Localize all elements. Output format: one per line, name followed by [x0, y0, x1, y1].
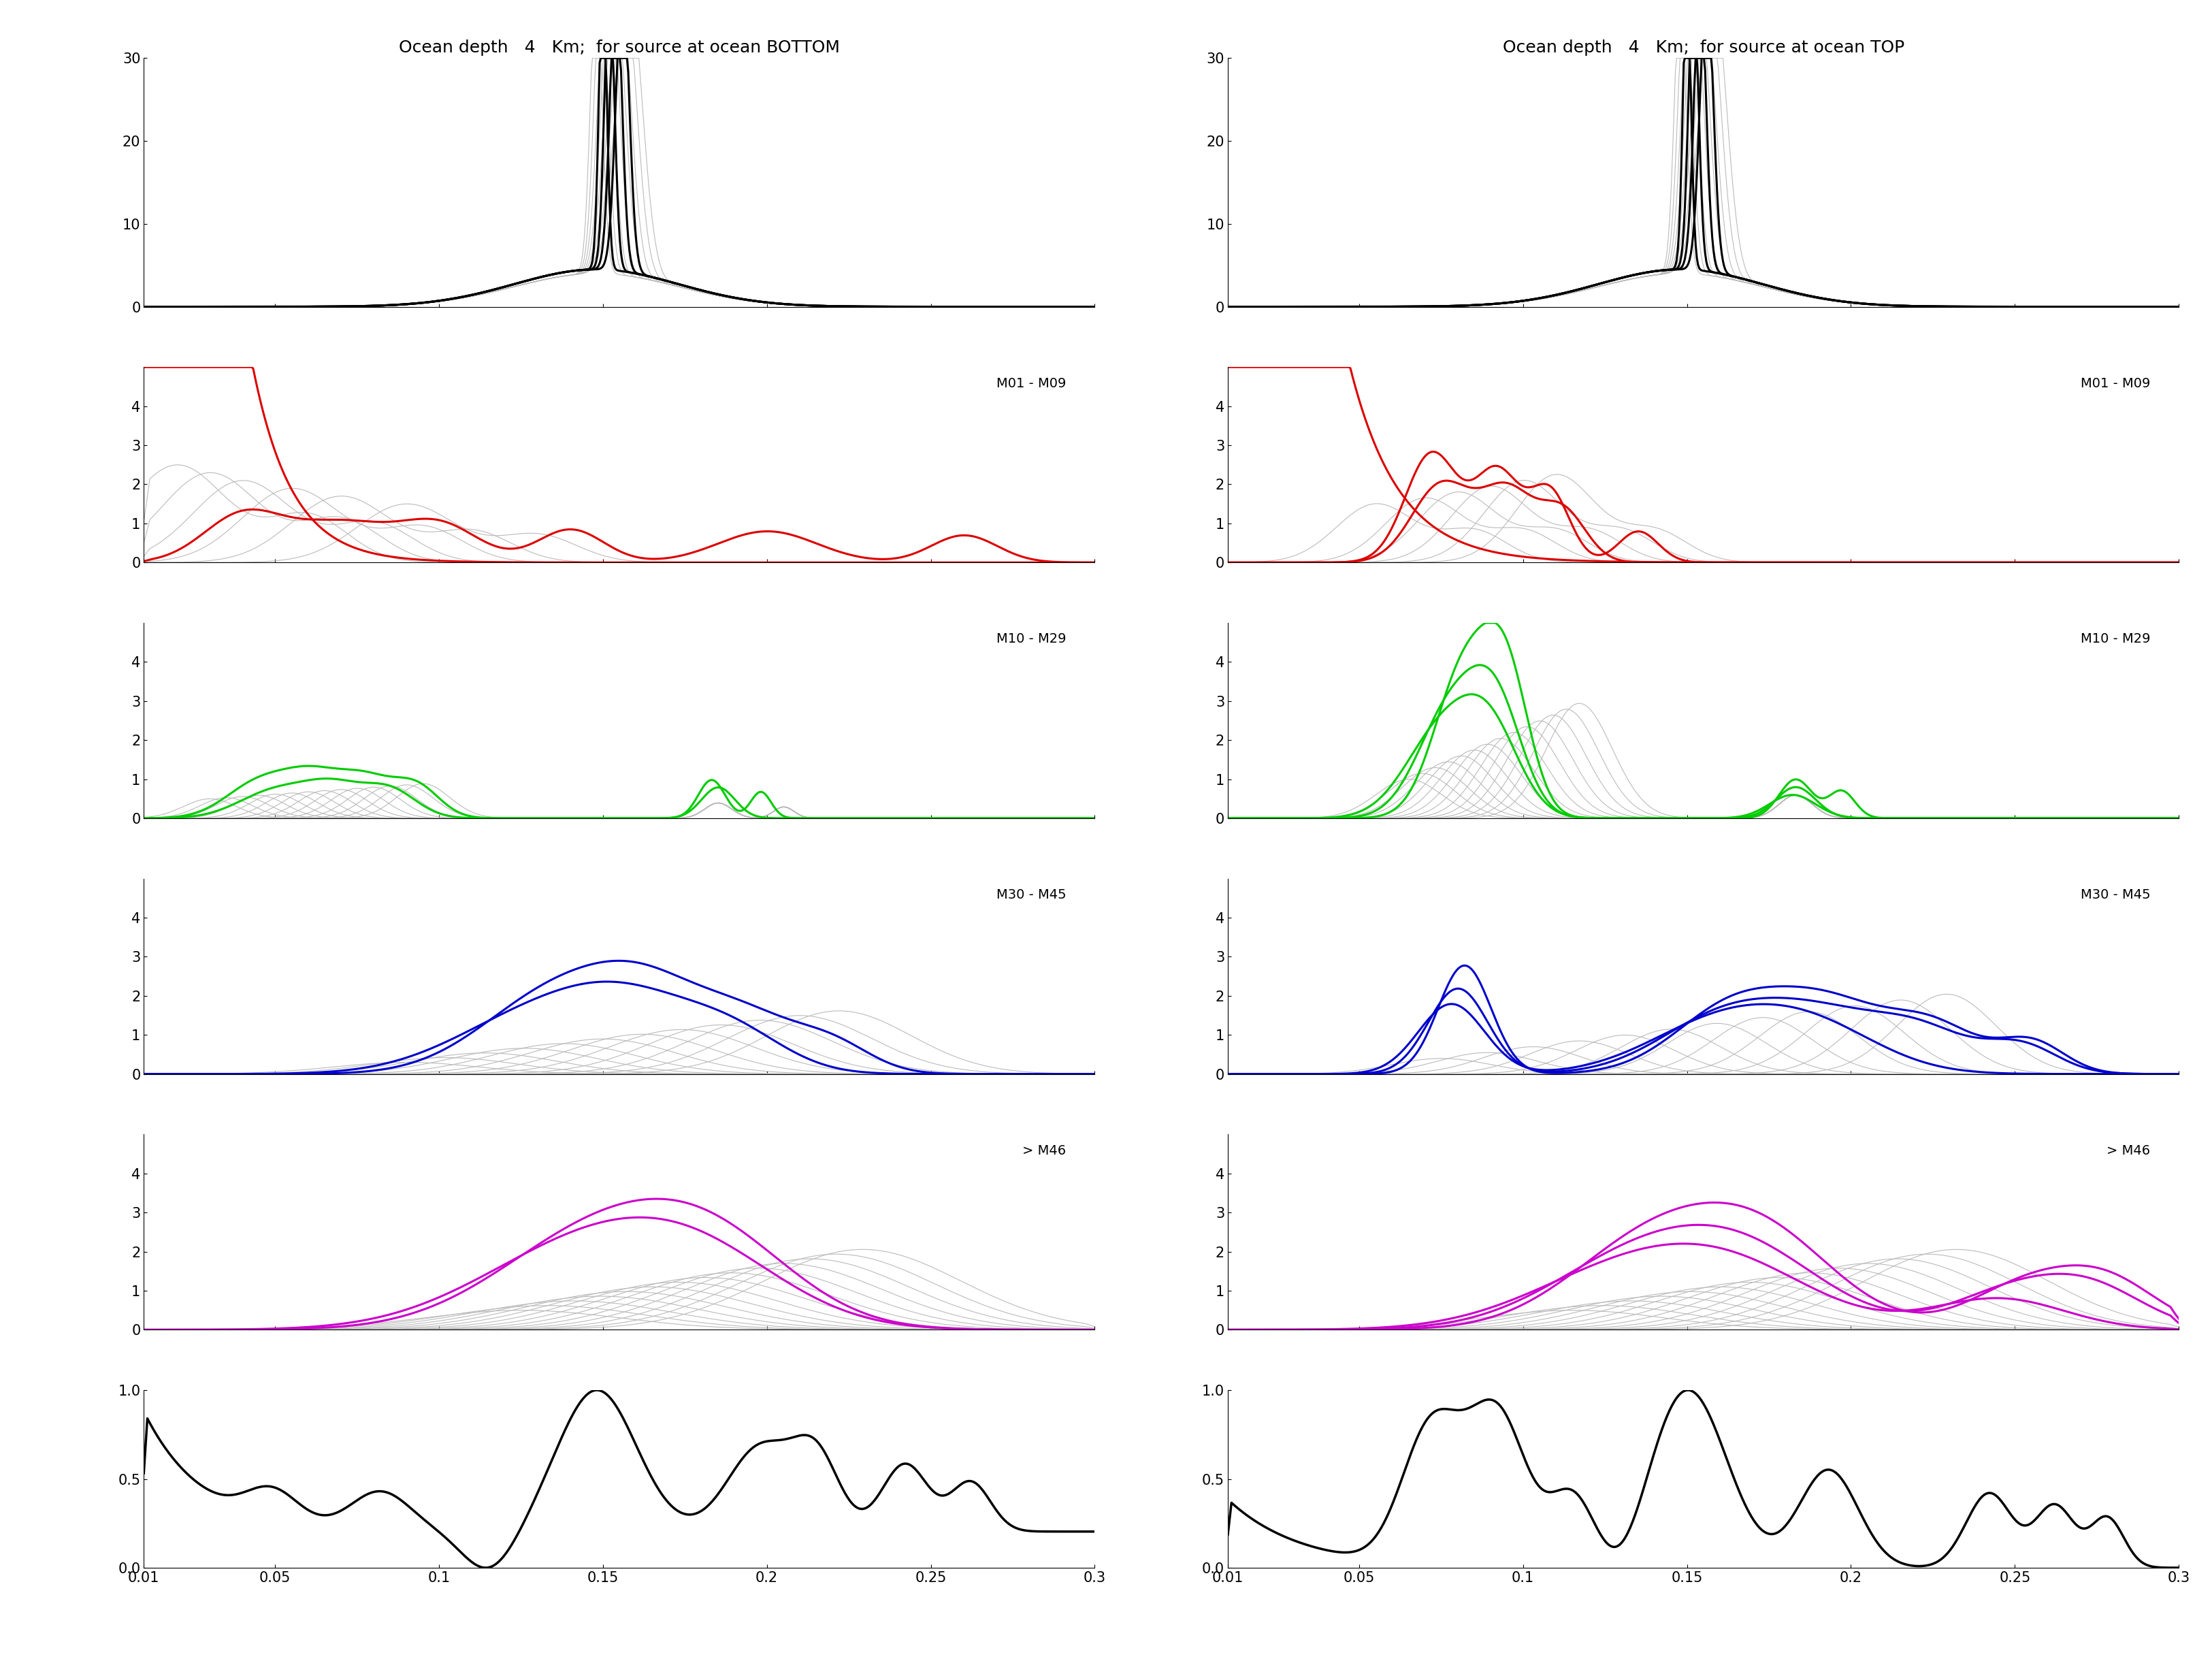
Title: Ocean depth   4   Km;  for source at ocean BOTTOM: Ocean depth 4 Km; for source at ocean BO… — [398, 40, 841, 56]
Text: > M46: > M46 — [1022, 1145, 1066, 1156]
Text: M01 - M09: M01 - M09 — [998, 377, 1066, 390]
Text: M01 - M09: M01 - M09 — [2081, 377, 2150, 390]
Text: M30 - M45: M30 - M45 — [995, 888, 1066, 901]
Text: M10 - M29: M10 - M29 — [995, 632, 1066, 645]
Text: > M46: > M46 — [2106, 1145, 2150, 1156]
Title: Ocean depth   4   Km;  for source at ocean TOP: Ocean depth 4 Km; for source at ocean TO… — [1502, 40, 1905, 56]
Text: M10 - M29: M10 - M29 — [2081, 632, 2150, 645]
Text: M30 - M45: M30 - M45 — [2081, 888, 2150, 901]
